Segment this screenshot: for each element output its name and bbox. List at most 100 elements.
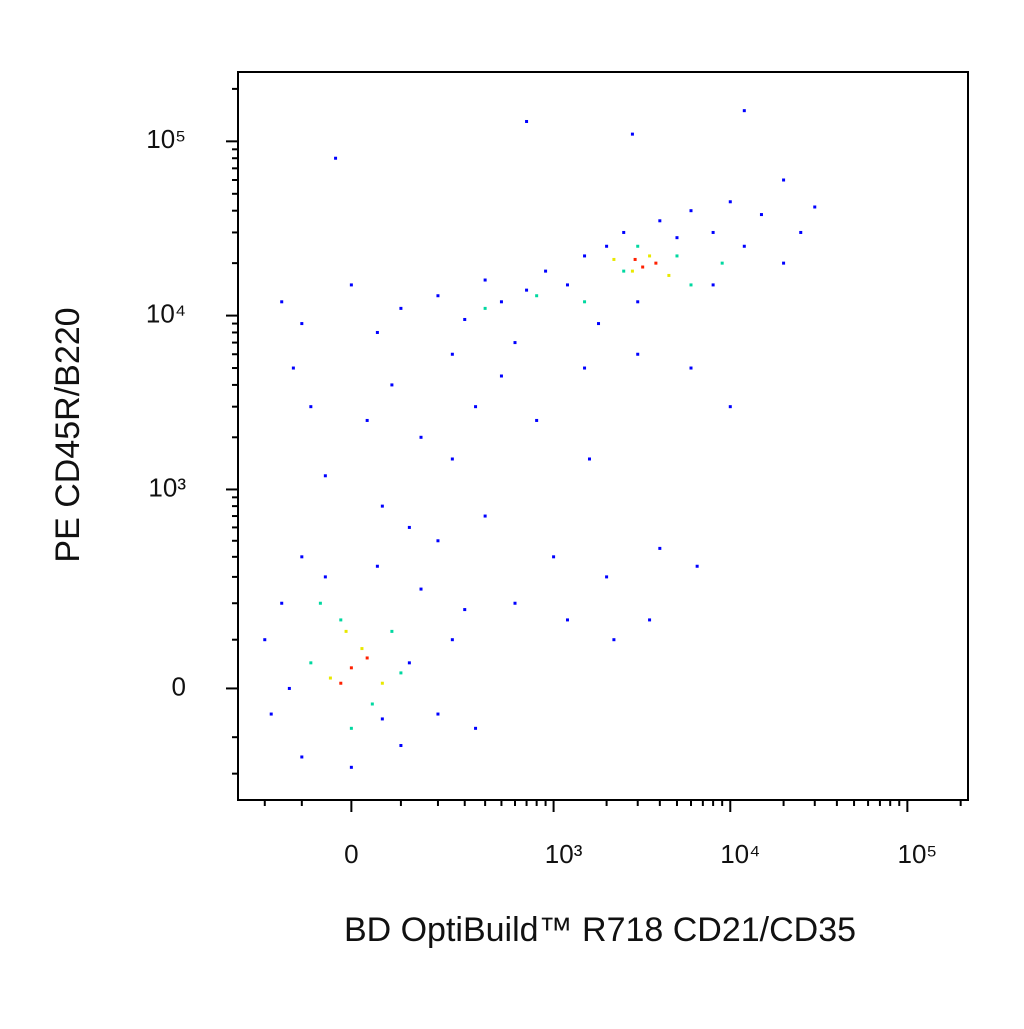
point (612, 638, 616, 642)
point (390, 629, 394, 633)
point (407, 525, 411, 529)
y-tick-label: 0 (172, 671, 186, 701)
point (309, 405, 313, 409)
point (399, 744, 403, 748)
plot-frame (237, 71, 969, 801)
point (535, 294, 539, 298)
point (344, 629, 348, 633)
point (483, 278, 487, 282)
point (349, 666, 353, 670)
x-tick-label: 10³ (545, 839, 583, 869)
point (349, 765, 353, 769)
point (300, 555, 304, 559)
point (813, 205, 817, 209)
x-tick-label: 10⁵ (898, 839, 938, 869)
point (799, 230, 803, 234)
point (349, 726, 353, 730)
y-tick-label: 10³ (148, 472, 186, 502)
point (658, 546, 662, 550)
point (339, 681, 343, 685)
point (375, 564, 379, 568)
point (728, 200, 732, 204)
point (689, 283, 693, 287)
point (483, 306, 487, 310)
point (474, 405, 478, 409)
point (565, 618, 569, 622)
point (407, 661, 411, 665)
point (720, 261, 724, 265)
point (399, 306, 403, 310)
point (622, 230, 626, 234)
point (695, 564, 699, 568)
point (419, 435, 423, 439)
y-tick-label: 10⁴ (146, 298, 186, 328)
point (269, 712, 273, 716)
y-axis-label: PE CD45R/B220 (49, 307, 87, 562)
point (360, 647, 364, 651)
point (525, 288, 529, 292)
point (280, 300, 284, 304)
point (583, 300, 587, 304)
point (323, 474, 327, 478)
point (513, 341, 517, 345)
point (583, 254, 587, 258)
point (419, 587, 423, 591)
point (667, 273, 671, 277)
x-tick-label: 10⁴ (720, 839, 760, 869)
point (535, 418, 539, 422)
point (334, 156, 338, 160)
point (641, 265, 645, 269)
point (463, 608, 467, 612)
point (605, 575, 609, 579)
points (263, 109, 817, 769)
point (675, 236, 679, 240)
point (636, 352, 640, 356)
point (365, 656, 369, 660)
x-axis-label: BD OptiBuild™ R718 CD21/CD35 (344, 911, 856, 949)
point (370, 702, 374, 706)
point (583, 366, 587, 370)
point (291, 366, 295, 370)
point (630, 132, 634, 136)
point (450, 638, 454, 642)
point (436, 539, 440, 543)
point (675, 254, 679, 258)
x-tick-label: 0 (344, 839, 358, 869)
point (280, 601, 284, 605)
point (450, 352, 454, 356)
point (759, 213, 763, 217)
point (689, 209, 693, 213)
y-tick-label: 10⁵ (146, 124, 186, 154)
point (742, 244, 746, 248)
point (450, 457, 454, 461)
point (436, 294, 440, 298)
point (612, 257, 616, 261)
point (552, 555, 556, 559)
point (323, 575, 327, 579)
point (300, 322, 304, 326)
point (622, 269, 626, 273)
point (782, 261, 786, 265)
point (365, 418, 369, 422)
point (349, 283, 353, 287)
point (782, 178, 786, 182)
point (318, 601, 322, 605)
point (605, 244, 609, 248)
point (375, 330, 379, 334)
point (474, 726, 478, 730)
point (436, 712, 440, 716)
point (565, 283, 569, 287)
point (658, 219, 662, 223)
point (636, 244, 640, 248)
point (689, 366, 693, 370)
point (380, 717, 384, 721)
point (483, 514, 487, 518)
point (648, 618, 652, 622)
point (711, 283, 715, 287)
point (390, 383, 394, 387)
point (633, 257, 637, 261)
point (328, 676, 332, 680)
point (728, 405, 732, 409)
point (380, 681, 384, 685)
